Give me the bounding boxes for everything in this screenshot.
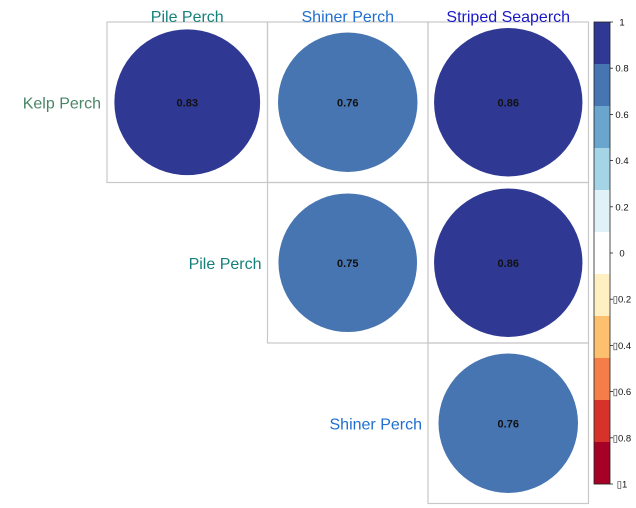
colorbar-bin <box>594 316 610 359</box>
colorbar-tick-label: 0.2 <box>615 202 628 213</box>
grid-cell <box>427 342 590 505</box>
column-label-shiner-perch: Shiner Perch <box>302 9 395 26</box>
data-label: 0.83 <box>177 97 198 109</box>
correlation-circle-shiner-perch-striped-seaperch <box>438 353 578 493</box>
colorbar-tick-label: 0 <box>619 249 624 260</box>
colorbar-bin <box>594 148 610 191</box>
colorbar-bin <box>594 358 610 401</box>
row-label-shiner-perch: Shiner Perch <box>330 416 423 433</box>
data-label: 0.75 <box>337 258 358 270</box>
colorbar-tick-label: ▯1 <box>617 480 628 491</box>
row-label-pile-perch: Pile Perch <box>189 256 262 273</box>
correlation-circle-pile-perch-striped-seaperch <box>434 188 583 337</box>
colorbar-bin <box>594 232 610 275</box>
colorbar-bin <box>594 400 610 443</box>
data-label: 0.86 <box>498 258 519 270</box>
grid-layer <box>106 21 590 505</box>
data-label: 0.76 <box>337 97 358 109</box>
colorbar-bin <box>594 274 610 317</box>
colorbar: 1 0.8 0.6 0.4 0.2 0 ▯0.2 ▯0.4 ▯0.6 ▯0.8 ▯1 <box>593 18 631 491</box>
colorbar-tick-label: ▯0.2 <box>613 295 631 306</box>
colorbar-tick-label: ▯0.4 <box>613 341 631 352</box>
correlation-circle-kelp-perch-shiner-perch <box>278 32 418 172</box>
colorbar-bin <box>594 64 610 107</box>
correlation-circle-kelp-perch-striped-seaperch <box>434 28 583 177</box>
colorbar-tick-label: 0.6 <box>615 110 628 121</box>
column-label-pile-perch: Pile Perch <box>151 9 224 26</box>
correlation-circle-pile-perch-shiner-perch <box>278 193 418 333</box>
colorbar-tick-label: ▯0.8 <box>613 433 631 444</box>
correlation-circle-kelp-perch-pile-perch <box>114 29 261 176</box>
colorbar-bin <box>594 190 610 233</box>
data-label: 0.76 <box>498 418 519 430</box>
row-label-kelp-perch: Kelp Perch <box>23 95 101 112</box>
colorbar-tick-label: ▯0.6 <box>613 387 631 398</box>
cells-layer: 0.83 0.76 0.86 0.75 0.86 0.76 <box>114 28 583 493</box>
colorbar-tick-label: 0.8 <box>615 64 628 75</box>
labels-layer: Pile Perch Shiner Perch Striped Seaperch Ke… <box>23 9 570 433</box>
colorbar-tick-label: 1 <box>619 18 624 29</box>
colorbar-tick-label: 0.4 <box>615 156 628 167</box>
colorbar-bin <box>594 22 610 65</box>
data-label: 0.86 <box>498 97 519 109</box>
column-label-striped-seaperch: Striped Seaperch <box>446 9 570 26</box>
colorbar-bin <box>594 106 610 149</box>
colorbar-bin <box>594 442 610 485</box>
